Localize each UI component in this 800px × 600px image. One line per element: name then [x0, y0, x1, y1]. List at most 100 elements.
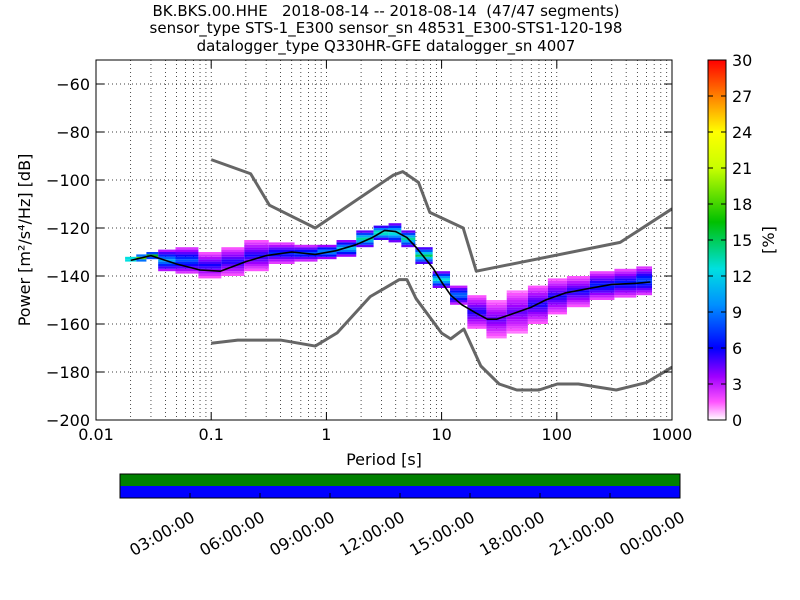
- psd-cell: [527, 288, 548, 291]
- psd-cell: [356, 230, 374, 233]
- colorbar-tick-label: 6: [732, 339, 742, 358]
- psd-cell: [636, 283, 653, 286]
- psd-cell: [636, 278, 653, 281]
- psd-cell: [221, 271, 245, 274]
- y-axis-ticks: −200 −180 −160 −140 −120 −100 −80 −60: [46, 75, 672, 430]
- psd-cell: [415, 261, 433, 264]
- psd-cell: [450, 285, 468, 288]
- psd-cell: [589, 283, 615, 286]
- psd-cell: [589, 297, 615, 300]
- timeline-tick-label: 18:00:00: [476, 507, 548, 559]
- psd-cell: [221, 249, 245, 252]
- psd-cell: [547, 304, 567, 308]
- psd-cell: [294, 244, 318, 248]
- psd-cell: [589, 273, 615, 276]
- plot-grid: [96, 60, 672, 420]
- psd-cell: [158, 264, 176, 267]
- psd-cell: [415, 252, 433, 255]
- psd-cell: [401, 232, 416, 236]
- psd-cell: [467, 302, 487, 305]
- psd-cell: [547, 307, 567, 310]
- psd-cell: [547, 288, 567, 291]
- psd-cell: [467, 319, 487, 322]
- psd-cell: [589, 278, 615, 281]
- psd-cell: [506, 324, 528, 327]
- psd-cell: [636, 266, 653, 269]
- y-tick-label: −80: [56, 123, 90, 142]
- psd-cell: [614, 276, 637, 279]
- psd-cell: [450, 292, 468, 296]
- psd-cell: [450, 297, 468, 300]
- psd-cell: [589, 280, 615, 284]
- psd-cell: [486, 321, 507, 324]
- psd-cell: [317, 249, 337, 252]
- psd-cell: [506, 290, 528, 293]
- psd-cell: [198, 252, 222, 255]
- psd-cell: [506, 331, 528, 334]
- x-tick-label: 10: [431, 425, 451, 444]
- psd-cell: [175, 254, 199, 257]
- psd-cell: [636, 285, 653, 288]
- y-tick-label: −140: [46, 267, 90, 286]
- psd-cell: [336, 249, 357, 252]
- y-tick-label: −60: [56, 75, 90, 94]
- psd-cell: [636, 290, 653, 293]
- psd-cell: [221, 264, 245, 267]
- psd-cell: [388, 228, 402, 231]
- psd-cell: [467, 304, 487, 308]
- timeline-tick-label: 06:00:00: [196, 507, 268, 559]
- psd-cell: [589, 290, 615, 293]
- psd-cell: [506, 295, 528, 298]
- colorbar-tick-label: 15: [732, 231, 752, 250]
- psd-cell: [636, 268, 653, 272]
- psd-cell: [614, 292, 637, 296]
- colorbar-tick-label: 21: [732, 159, 752, 178]
- psd-cell: [506, 319, 528, 322]
- psd-cell: [486, 328, 507, 332]
- psd-cell: [506, 314, 528, 317]
- psd-cell: [198, 256, 222, 260]
- y-tick-label: −160: [46, 315, 90, 334]
- psd-cell: [566, 285, 590, 288]
- psd-cell: [373, 232, 389, 236]
- noise-model-lines: [130, 158, 672, 392]
- colorbar-tick-label: 30: [732, 51, 752, 70]
- psd-cell: [244, 268, 269, 272]
- psd-cell: [636, 276, 653, 279]
- psd-cell: [268, 242, 295, 245]
- psd-cell: [175, 256, 199, 260]
- psd-cell: [373, 228, 389, 231]
- psd-cell: [125, 256, 137, 260]
- psd-cell: [486, 302, 507, 305]
- psd-cell: [506, 302, 528, 305]
- psd-cell: [614, 285, 637, 288]
- psd-cell: [527, 297, 548, 300]
- psd-cell: [158, 261, 176, 264]
- psd-cell: [268, 259, 295, 262]
- psd-cell: [527, 292, 548, 296]
- psd-cell: [506, 304, 528, 308]
- x-tick-label: 1: [321, 425, 331, 444]
- x-tick-label: 0.01: [78, 425, 114, 444]
- y-tick-label: −180: [46, 363, 90, 382]
- colorbar-tick-label: 3: [732, 375, 742, 394]
- psd-cell: [614, 273, 637, 276]
- x-axis-ticks: 0.01 0.1 1 10 100 1000: [78, 60, 692, 444]
- psd-cell: [268, 256, 295, 260]
- colorbar-ticks: 0 3 6 9 12 15 18 21 24 27 30: [708, 51, 752, 430]
- psd-cell: [198, 266, 222, 269]
- psd-cell: [401, 235, 416, 238]
- psd-cell: [566, 297, 590, 300]
- psd-cell: [415, 247, 433, 250]
- psd-cell: [336, 254, 357, 257]
- psd-cell: [294, 256, 318, 260]
- psd-cell: [175, 249, 199, 252]
- psd-cell: [356, 244, 374, 248]
- psd-cell: [175, 247, 199, 250]
- y-tick-label: −200: [46, 411, 90, 430]
- psd-cell: [614, 268, 637, 272]
- psd-cell: [356, 237, 374, 240]
- psd-cell: [268, 244, 295, 248]
- psd-cell: [636, 271, 653, 274]
- psd-cell: [486, 316, 507, 320]
